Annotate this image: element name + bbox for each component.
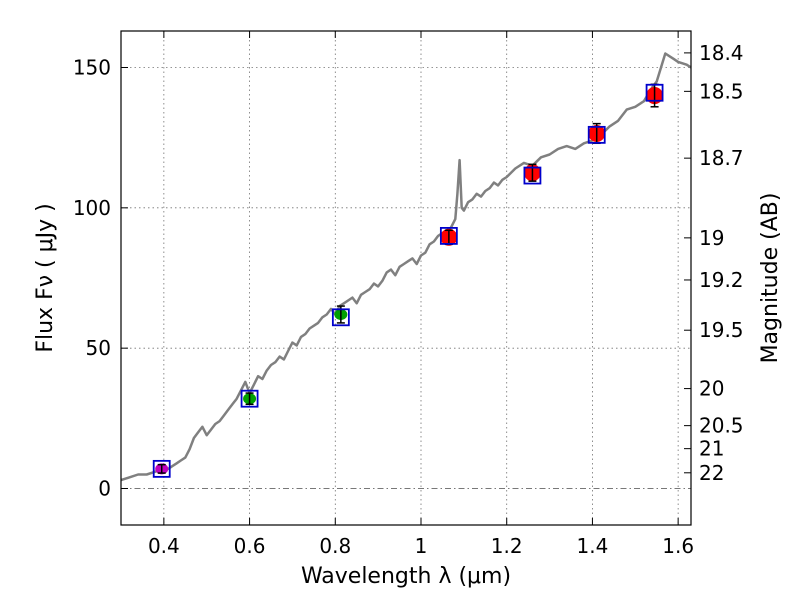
y-axis-label-left: Flux Fν ( μJy ) — [33, 203, 58, 352]
magnitude-tick-label: 19 — [699, 226, 724, 250]
y-tick-label: 0 — [98, 477, 111, 501]
model-squares-layer — [152, 83, 664, 478]
magnitude-tick-label: 19.2 — [699, 268, 744, 292]
model-square — [240, 389, 259, 408]
y-tick-label: 150 — [73, 55, 111, 79]
magnitude-tick-label: 19.5 — [699, 318, 744, 342]
plot-frame — [120, 30, 692, 526]
spectrum-line — [120, 52, 692, 482]
x-tick-label: 1.4 — [577, 534, 609, 558]
x-tick-label: 1 — [415, 534, 428, 558]
magnitude-tick-label: 20.5 — [699, 414, 744, 438]
y-tick-label: 100 — [73, 196, 111, 220]
magnitude-tick-label: 18.7 — [699, 146, 744, 170]
x-tick-label: 1.6 — [662, 534, 694, 558]
x-tick-label: 0.8 — [319, 534, 351, 558]
observed-points-layer — [155, 87, 664, 475]
y-axis-label-right: Magnitude (AB) — [758, 193, 783, 364]
magnitude-tick-label: 22 — [699, 461, 724, 485]
x-tick-label: 0.6 — [234, 534, 266, 558]
model-square — [331, 308, 350, 327]
y-tick-label: 50 — [86, 336, 111, 360]
magnitude-tick-label: 21 — [699, 437, 724, 461]
tick-layer — [121, 31, 691, 525]
model-square — [523, 166, 542, 185]
x-tick-label: 0.4 — [148, 534, 180, 558]
x-axis-label: Wavelength λ (μm) — [301, 564, 511, 589]
magnitude-tick-label: 18.5 — [699, 79, 744, 103]
model-square — [152, 459, 171, 478]
grid-layer — [121, 31, 691, 525]
spectrum-layer — [120, 52, 692, 482]
x-tick-label: 1.2 — [491, 534, 523, 558]
model-square — [645, 83, 664, 102]
magnitude-tick-label: 18.4 — [699, 41, 744, 65]
model-square — [587, 125, 606, 144]
model-square — [439, 226, 458, 245]
magnitude-tick-label: 20 — [699, 377, 724, 401]
tick-label-layer: 0.4 0.6 0.8 1 1.2 1.4 1.6 0 50 100 150 18.4 18.5 18.7… — [73, 41, 744, 558]
